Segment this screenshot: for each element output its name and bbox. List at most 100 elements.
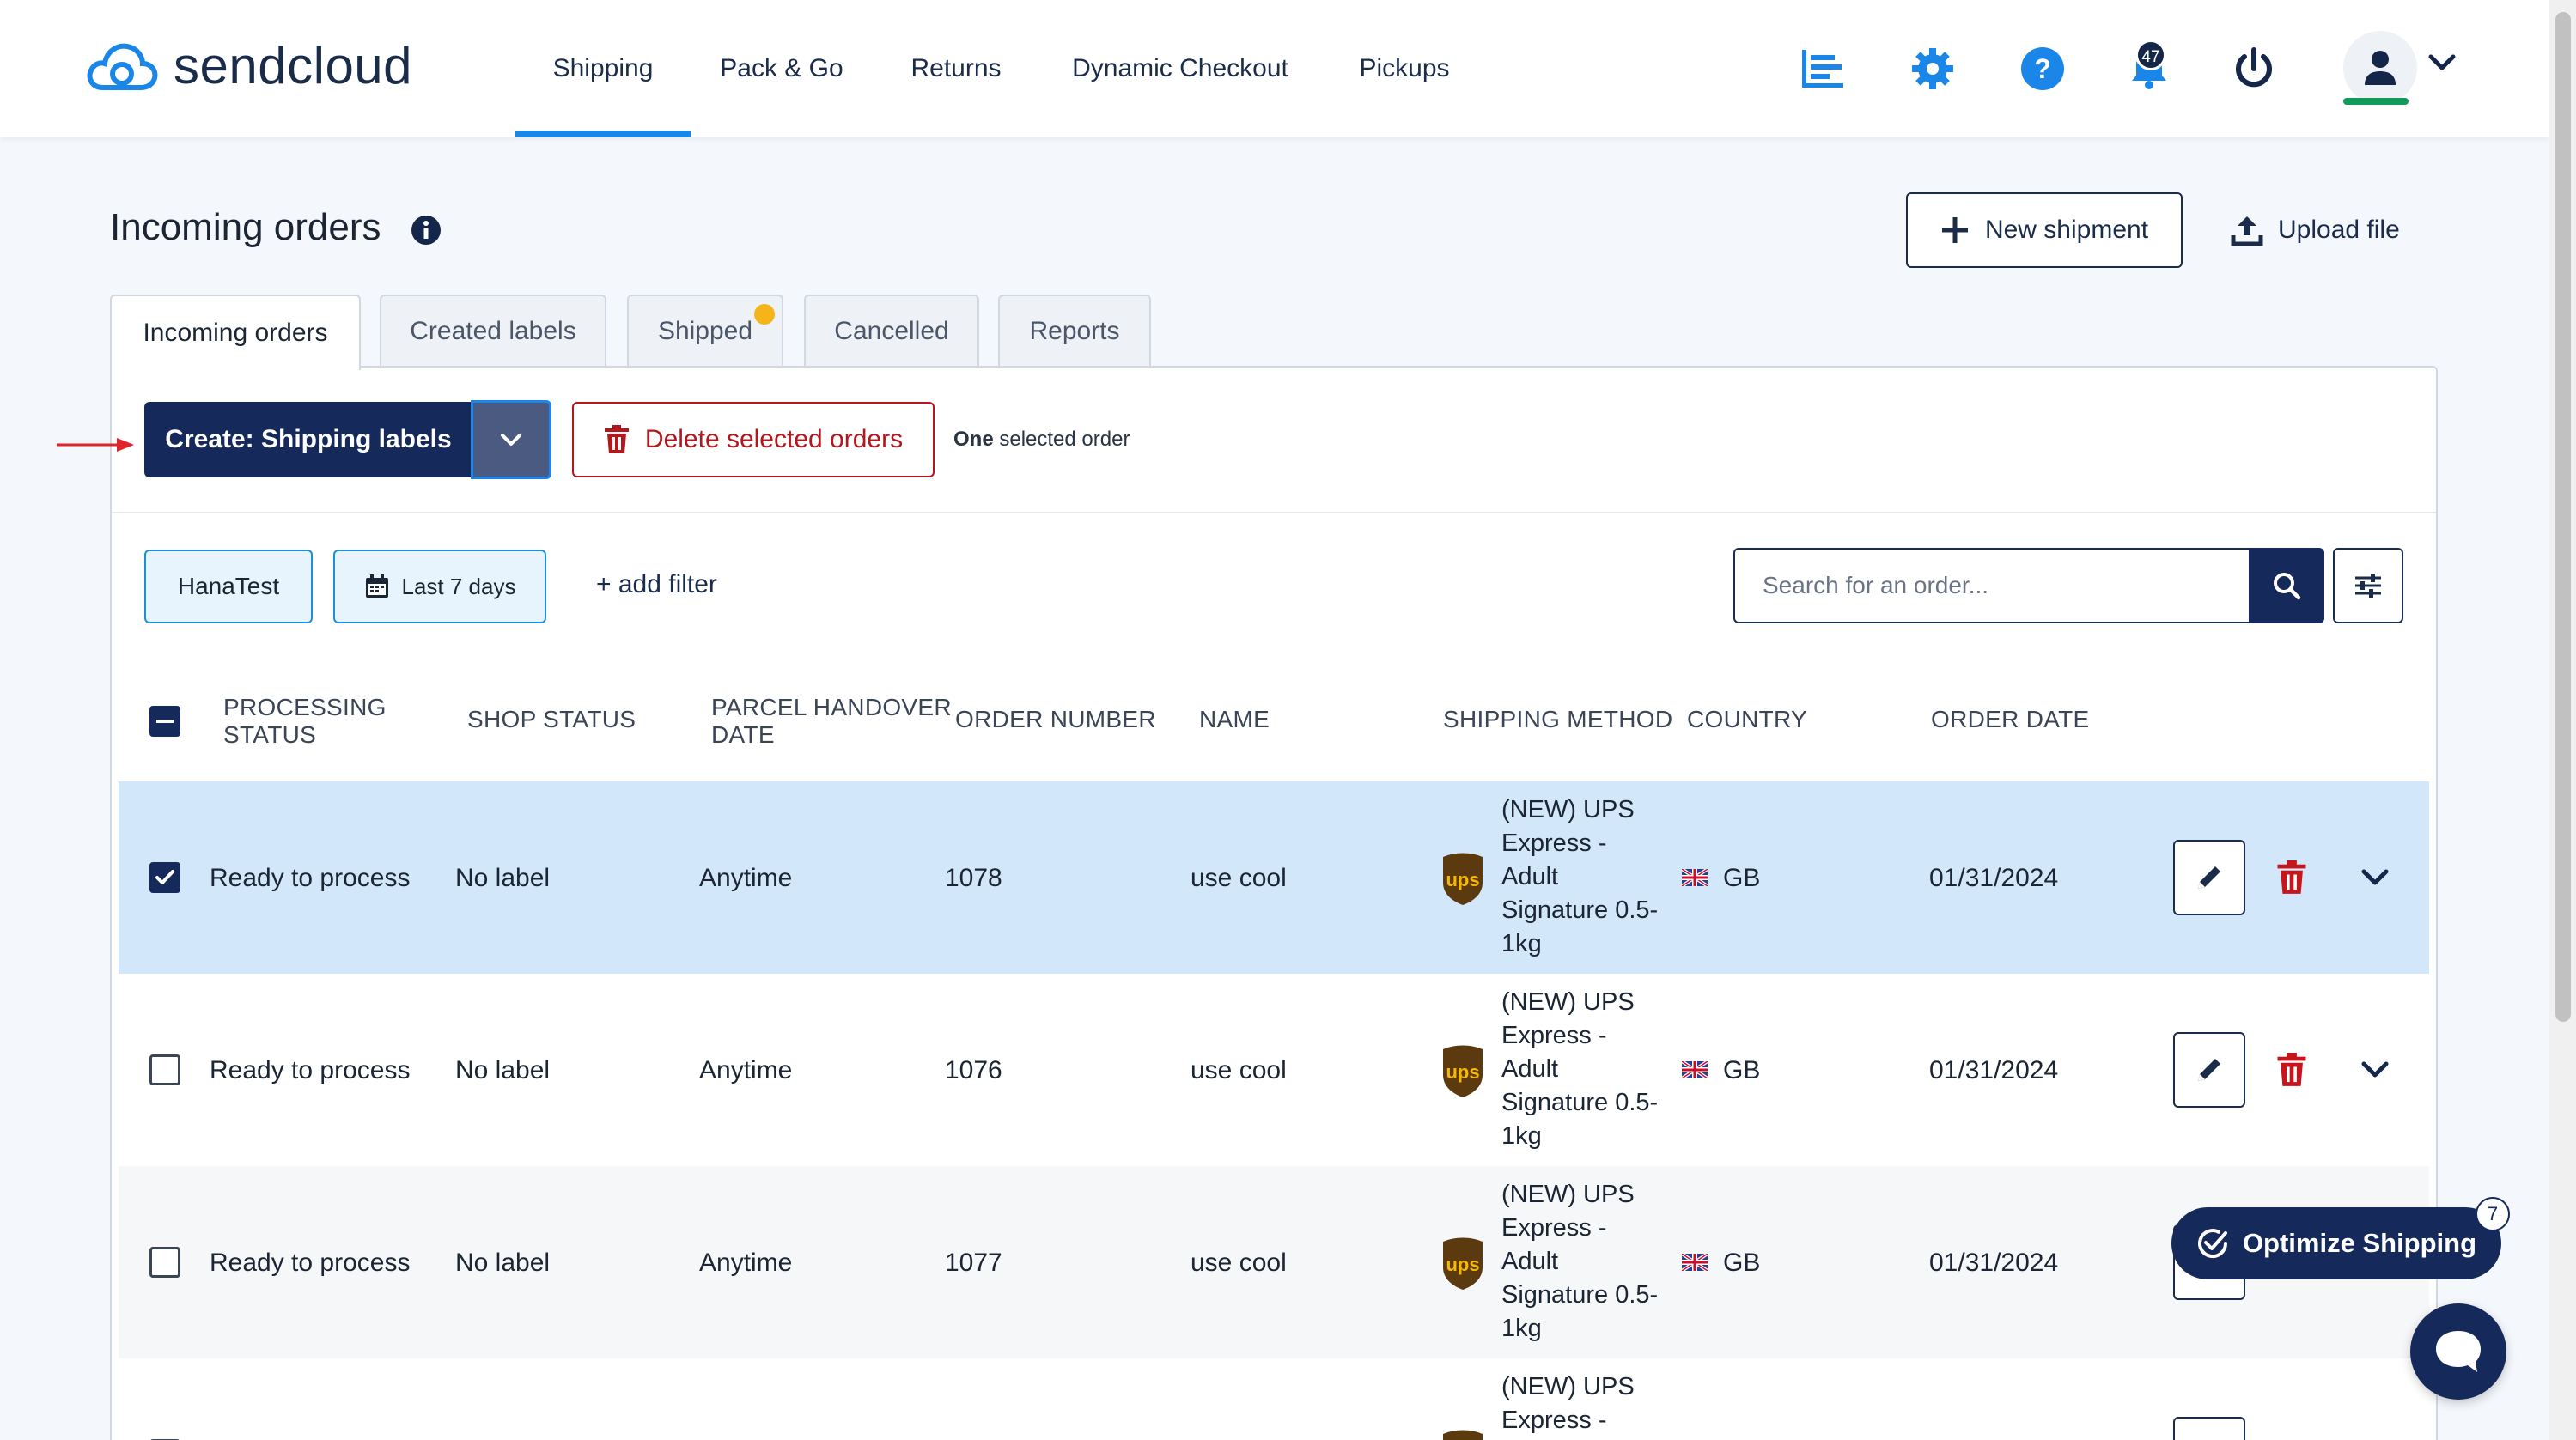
shop-filter-chip[interactable]: HanaTest (144, 550, 313, 623)
ups-logo-icon (1441, 1429, 1484, 1440)
method-line: Express - (1501, 1407, 1607, 1434)
col-processing-status[interactable]: PROCESSING STATUS (223, 694, 387, 748)
tab-reports[interactable]: Reports (998, 295, 1151, 367)
method-line: (NEW) UPS (1501, 988, 1635, 1016)
user-avatar[interactable] (2343, 31, 2417, 105)
method-line: 1kg (1501, 1122, 1542, 1150)
delete-order-icon[interactable] (2276, 860, 2307, 899)
create-shipping-labels-button[interactable]: Create: Shipping labels (144, 402, 472, 477)
handover-date: Anytime (699, 1249, 793, 1277)
tab-cancelled[interactable]: Cancelled (804, 295, 979, 367)
plus-icon (1941, 217, 1968, 243)
shipped-notification-dot (754, 304, 775, 325)
order-date: 01/31/2024 (1929, 864, 2059, 892)
country: GB (1723, 1249, 1761, 1277)
delete-selected-orders-button[interactable]: Delete selected orders (572, 402, 935, 477)
chat-button[interactable] (2410, 1303, 2506, 1400)
method-line: Express - (1501, 829, 1607, 857)
check-circle-icon (2197, 1229, 2227, 1259)
tab-created-labels[interactable]: Created labels (380, 295, 606, 367)
handover-date: Anytime (699, 864, 793, 892)
col-parcel-handover-date[interactable]: PARCEL HANDOVER DATE (711, 694, 952, 748)
order-date: 01/31/2024 (1929, 1056, 2059, 1085)
ups-logo-text: ups (1446, 1061, 1479, 1083)
customer-name: use cool (1191, 1056, 1287, 1085)
uk-flag-icon (1680, 1060, 1709, 1083)
method-line: Signature 0.5- (1501, 896, 1659, 924)
col-name[interactable]: NAME (1199, 706, 1270, 732)
row-checkbox[interactable] (149, 862, 180, 893)
date-filter-label: Last 7 days (401, 573, 516, 599)
ups-logo-text: ups (1446, 869, 1479, 890)
date-filter-chip[interactable]: Last 7 days (333, 550, 546, 623)
col-country[interactable]: COUNTRY (1687, 706, 1808, 732)
chevron-down-icon[interactable] (2427, 52, 2457, 76)
add-filter-button[interactable]: + add filter (596, 570, 717, 598)
processing-status: Ready to process (210, 1249, 411, 1277)
tab-incoming-orders[interactable]: Incoming orders (110, 295, 361, 370)
selection-count: One selected order (953, 428, 1130, 452)
ups-logo-icon: ups (1441, 1236, 1484, 1294)
analytics-icon[interactable] (1795, 41, 1850, 96)
calendar-icon (365, 574, 388, 598)
order-number[interactable]: 1078 (945, 864, 1002, 892)
search-input[interactable] (1733, 548, 2250, 623)
shipping-method: (NEW) UPS Express - (1501, 1370, 1673, 1437)
chevron-down-icon (501, 434, 521, 446)
expand-row-chevron-icon[interactable] (2360, 867, 2390, 892)
notification-count-badge: 47 (2135, 39, 2166, 70)
sendcloud-logo[interactable]: sendcloud (84, 36, 412, 95)
edit-order-button[interactable] (2173, 840, 2245, 915)
row-checkbox[interactable] (149, 1247, 180, 1278)
nav-pickups[interactable]: Pickups (1359, 54, 1450, 82)
annotation-arrow-icon (57, 436, 136, 458)
country: GB (1723, 1056, 1761, 1085)
nav-returns[interactable]: Returns (910, 54, 1002, 82)
table-row[interactable]: (NEW) UPS Express - (119, 1358, 2429, 1440)
method-line: Signature 0.5- (1501, 1281, 1659, 1309)
delete-order-icon[interactable] (2276, 1053, 2307, 1091)
table-row[interactable]: Ready to process No label Anytime 1077 u… (119, 1166, 2429, 1358)
shipping-method: (NEW) UPS Express - Adult Signature 0.5-… (1501, 986, 1673, 1153)
optimize-shipping-button[interactable]: Optimize Shipping (2171, 1207, 2501, 1279)
scrollbar-thumb[interactable] (2555, 12, 2571, 1022)
method-line: Adult (1501, 1055, 1559, 1083)
new-shipment-button[interactable]: New shipment (1906, 192, 2183, 268)
method-line: 1kg (1501, 930, 1542, 957)
create-options-dropdown[interactable] (471, 400, 551, 479)
customer-name: use cool (1191, 1249, 1287, 1277)
col-shipping-method[interactable]: SHIPPING METHOD (1443, 706, 1673, 732)
chat-bubble-icon (2436, 1331, 2481, 1372)
col-shop-status[interactable]: SHOP STATUS (467, 706, 636, 732)
nav-pack-go[interactable]: Pack & Go (720, 54, 843, 82)
gear-icon[interactable] (1905, 41, 1960, 96)
method-line: Express - (1501, 1022, 1607, 1049)
handover-date: Anytime (699, 1056, 793, 1085)
edit-order-button[interactable] (2173, 1032, 2245, 1108)
col-order-date[interactable]: ORDER DATE (1931, 706, 2090, 732)
sliders-icon (2355, 574, 2381, 598)
edit-order-button[interactable] (2173, 1417, 2245, 1440)
search-button[interactable] (2249, 548, 2324, 623)
filter-settings-button[interactable] (2333, 548, 2403, 623)
order-number[interactable]: 1076 (945, 1056, 1002, 1085)
expand-row-chevron-icon[interactable] (2360, 1060, 2390, 1085)
nav-dynamic-checkout[interactable]: Dynamic Checkout (1072, 54, 1288, 82)
pencil-icon (2198, 866, 2220, 889)
col-order-number[interactable]: ORDER NUMBER (955, 706, 1156, 732)
info-icon[interactable] (411, 215, 442, 250)
method-line: (NEW) UPS (1501, 1181, 1635, 1208)
select-all-checkbox[interactable] (149, 706, 180, 737)
shop-status: No label (455, 1056, 551, 1085)
nav-shipping[interactable]: Shipping (515, 0, 691, 137)
svg-text:?: ? (2034, 53, 2051, 84)
row-checkbox[interactable] (149, 1054, 180, 1085)
order-number[interactable]: 1077 (945, 1249, 1002, 1277)
upload-file-button[interactable]: Upload file (2230, 192, 2400, 268)
help-icon[interactable]: ? (2015, 41, 2070, 96)
table-row[interactable]: Ready to process No label Anytime 1076 u… (119, 974, 2429, 1166)
table-row[interactable]: Ready to process No label Anytime 1078 u… (119, 781, 2429, 974)
power-icon[interactable] (2226, 41, 2281, 96)
selection-count-text: selected order (993, 428, 1130, 451)
shipping-method: (NEW) UPS Express - Adult Signature 0.5-… (1501, 1178, 1673, 1346)
